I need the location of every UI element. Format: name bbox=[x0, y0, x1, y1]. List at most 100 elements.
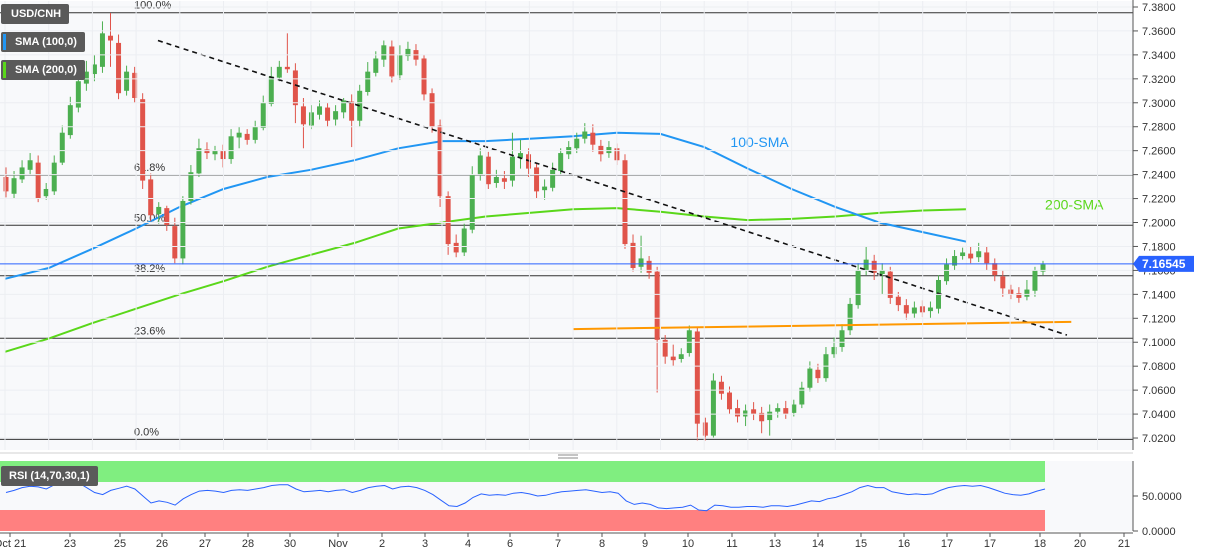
sma-100-badge[interactable]: SMA (100,0) bbox=[1, 32, 85, 52]
annotations: 100-SMA 200-SMA bbox=[730, 134, 1104, 212]
candle-body bbox=[831, 347, 837, 355]
candle-body bbox=[509, 156, 515, 181]
candle-body bbox=[43, 188, 49, 197]
candle-body bbox=[807, 368, 813, 388]
candle-body bbox=[196, 148, 202, 174]
fib-label: 61.8% bbox=[134, 162, 165, 174]
candle-body bbox=[389, 46, 395, 77]
candle-body bbox=[718, 381, 724, 394]
rsi-oversold-band bbox=[0, 510, 1045, 531]
date-tick-label: Oct 21 bbox=[0, 538, 26, 550]
price-tick-label: 7.2000 bbox=[1142, 218, 1176, 230]
price-tick-label: 7.3800 bbox=[1142, 2, 1176, 14]
candle-body bbox=[895, 296, 901, 306]
candle-body bbox=[67, 105, 73, 136]
candle-body bbox=[180, 200, 186, 259]
candle-body bbox=[646, 260, 652, 273]
candle-body bbox=[598, 145, 604, 155]
trendlines bbox=[157, 39, 1072, 336]
candle-body bbox=[839, 330, 845, 348]
candle-body bbox=[308, 112, 314, 126]
date-tick-label: 20 bbox=[1074, 538, 1086, 550]
date-tick-label: 17 bbox=[984, 538, 996, 550]
price-tick-label: 7.3200 bbox=[1142, 74, 1176, 86]
candle-body bbox=[260, 102, 266, 128]
price-tick-label: 7.3000 bbox=[1142, 98, 1176, 110]
candle-body bbox=[236, 132, 242, 138]
candle-body bbox=[252, 126, 258, 140]
candle-body bbox=[976, 251, 982, 258]
fib-label: 38.2% bbox=[134, 263, 165, 275]
sma-200-annotation: 200-SMA bbox=[1045, 196, 1104, 212]
sma-200-badge[interactable]: SMA (200,0) bbox=[1, 60, 85, 80]
candle-body bbox=[863, 259, 869, 271]
candle-body bbox=[429, 93, 435, 127]
candle-body bbox=[1040, 264, 1046, 272]
date-tick-label: 17 bbox=[941, 538, 953, 550]
date-tick-label: 13 bbox=[769, 538, 781, 550]
candle-body bbox=[911, 307, 917, 314]
candle-body bbox=[574, 138, 580, 149]
rsi-line bbox=[5, 481, 1046, 512]
current-price-tag bbox=[1133, 255, 1194, 272]
candle-body bbox=[815, 369, 821, 379]
candle-body bbox=[678, 354, 684, 360]
candle-body bbox=[791, 404, 797, 413]
support-trendline bbox=[573, 320, 1072, 331]
price-tick-label: 7.2400 bbox=[1142, 170, 1176, 182]
price-tick-label: 7.0200 bbox=[1142, 433, 1176, 445]
candle-body bbox=[365, 71, 371, 92]
sma-200-label: SMA (200,0) bbox=[15, 64, 77, 76]
candle-body bbox=[485, 156, 491, 185]
candle-body bbox=[726, 392, 732, 410]
price-tick-label: 7.0800 bbox=[1142, 361, 1176, 373]
rsi-overbought-band bbox=[0, 461, 1045, 482]
candle-body bbox=[879, 270, 885, 274]
rsi-badge[interactable]: RSI (14,70,30,1) bbox=[1, 466, 98, 486]
date-tick-label: 28 bbox=[242, 538, 254, 550]
candle-body bbox=[405, 48, 411, 57]
date-axis: Oct 21232526272830Nov2346789101113141516… bbox=[0, 532, 1133, 550]
candle-body bbox=[662, 339, 668, 357]
candle-body bbox=[373, 58, 379, 73]
candle-body bbox=[91, 64, 97, 75]
symbol-badge[interactable]: USD/CNH bbox=[1, 4, 70, 24]
fib-label: 100.0% bbox=[134, 0, 172, 12]
candle-body bbox=[453, 242, 459, 253]
candle-body bbox=[944, 264, 950, 282]
date-tick-label: 10 bbox=[682, 538, 694, 550]
date-tick-label: 27 bbox=[199, 538, 211, 550]
candle-body bbox=[140, 99, 146, 181]
date-tick-label: 23 bbox=[64, 538, 76, 550]
candle-body bbox=[767, 411, 773, 421]
candle-body bbox=[847, 303, 853, 331]
candle-body bbox=[984, 252, 990, 264]
sma-100-swatch bbox=[3, 34, 6, 50]
candle-body bbox=[694, 331, 700, 424]
candle-body bbox=[317, 106, 323, 115]
candle-body bbox=[292, 70, 298, 106]
fib-label: 0.0% bbox=[134, 426, 159, 438]
candle-body bbox=[108, 35, 114, 41]
candle-body bbox=[1024, 289, 1030, 297]
candle-body bbox=[188, 172, 194, 201]
candle-body bbox=[799, 387, 805, 405]
sma-200-swatch bbox=[3, 62, 6, 78]
candle-body bbox=[1008, 289, 1014, 295]
date-tick-label: 8 bbox=[599, 538, 605, 550]
candle-body bbox=[116, 42, 122, 94]
candle-body bbox=[59, 132, 65, 163]
candle-body bbox=[212, 150, 218, 155]
candle-body bbox=[735, 408, 741, 417]
price-tick-label: 7.2800 bbox=[1142, 122, 1176, 134]
candle-body bbox=[1016, 293, 1022, 298]
date-tick-label: 3 bbox=[422, 538, 428, 550]
candle-body bbox=[132, 72, 138, 98]
date-tick-label: 9 bbox=[642, 538, 648, 550]
candle-body bbox=[952, 256, 958, 266]
rsi-tick-label: 50.0000 bbox=[1142, 491, 1182, 503]
date-tick-label: 21 bbox=[1118, 538, 1130, 550]
candlesticks bbox=[3, 12, 1046, 441]
candle-body bbox=[244, 133, 250, 140]
